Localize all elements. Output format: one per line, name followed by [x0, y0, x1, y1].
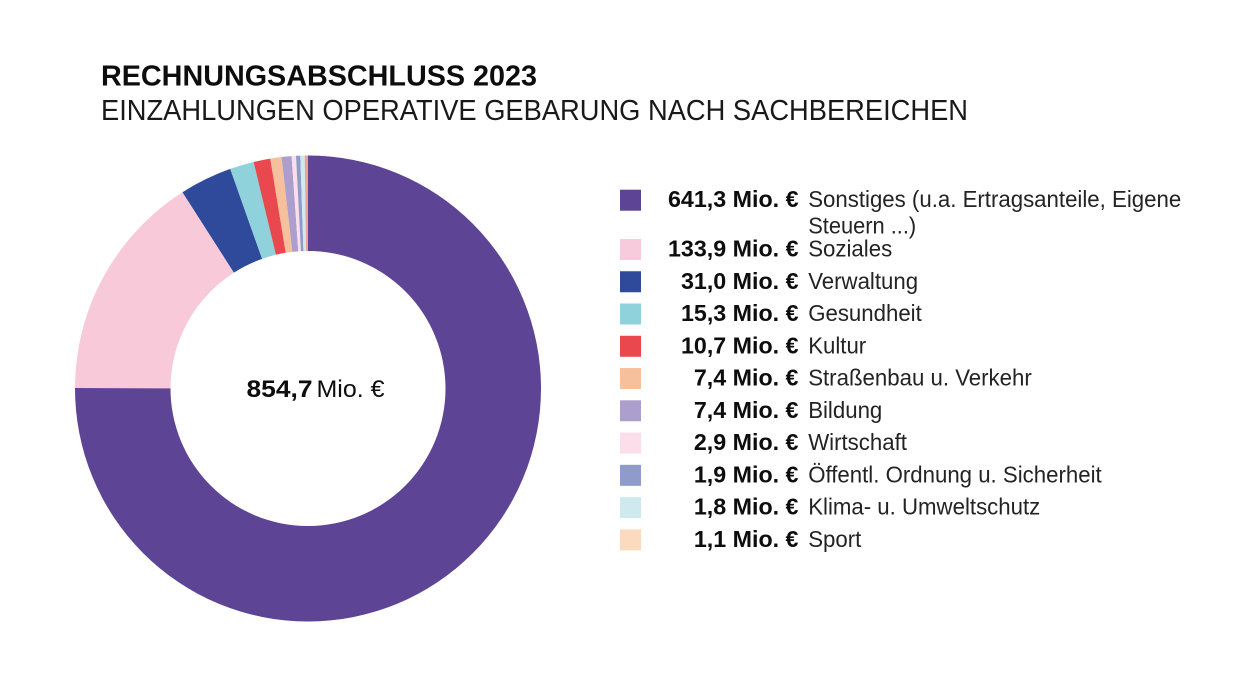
- svg-text:Straßenbau u. Verkehr: Straßenbau u. Verkehr: [808, 365, 1032, 391]
- svg-text:854,7: 854,7: [247, 376, 313, 403]
- svg-text:Gesundheit: Gesundheit: [808, 300, 922, 326]
- svg-text:Sonstiges (u.a. Ertragsanteile: Sonstiges (u.a. Ertragsanteile, Eigene: [808, 186, 1181, 212]
- svg-text:RECHNUNGSABSCHLUSS 2023: RECHNUNGSABSCHLUSS 2023: [101, 60, 537, 92]
- svg-text:EINZAHLUNGEN OPERATIVE GEBARUN: EINZAHLUNGEN OPERATIVE GEBARUNG NACH SAC…: [101, 95, 968, 127]
- svg-text:133,9 Mio. €: 133,9 Mio. €: [668, 236, 799, 262]
- svg-text:Öffentl. Ordnung u. Sicherheit: Öffentl. Ordnung u. Sicherheit: [808, 461, 1102, 487]
- svg-text:Bildung: Bildung: [808, 397, 882, 423]
- svg-text:Sport: Sport: [808, 526, 862, 552]
- svg-text:Soziales: Soziales: [808, 236, 892, 262]
- svg-text:641,3 Mio. €: 641,3 Mio. €: [668, 186, 799, 212]
- svg-text:Verwaltung: Verwaltung: [808, 268, 918, 294]
- svg-text:2,9 Mio. €: 2,9 Mio. €: [694, 429, 799, 455]
- svg-text:1,1 Mio. €: 1,1 Mio. €: [694, 526, 799, 552]
- svg-text:Kultur: Kultur: [808, 332, 866, 358]
- svg-text:1,8 Mio. €: 1,8 Mio. €: [694, 494, 799, 520]
- svg-text:Steuern ...): Steuern ...): [808, 212, 916, 238]
- svg-text:7,4 Mio. €: 7,4 Mio. €: [694, 365, 799, 391]
- svg-text:10,7 Mio. €: 10,7 Mio. €: [681, 332, 799, 358]
- svg-text:31,0 Mio. €: 31,0 Mio. €: [681, 268, 799, 294]
- svg-text:1,9 Mio. €: 1,9 Mio. €: [694, 461, 799, 487]
- svg-text:7,4 Mio. €: 7,4 Mio. €: [694, 397, 799, 423]
- svg-text:Mio. €: Mio. €: [317, 376, 386, 403]
- svg-text:Wirtschaft: Wirtschaft: [808, 429, 907, 455]
- svg-text:Klima- u. Umweltschutz: Klima- u. Umweltschutz: [808, 494, 1040, 520]
- svg-text:15,3 Mio. €: 15,3 Mio. €: [681, 300, 799, 326]
